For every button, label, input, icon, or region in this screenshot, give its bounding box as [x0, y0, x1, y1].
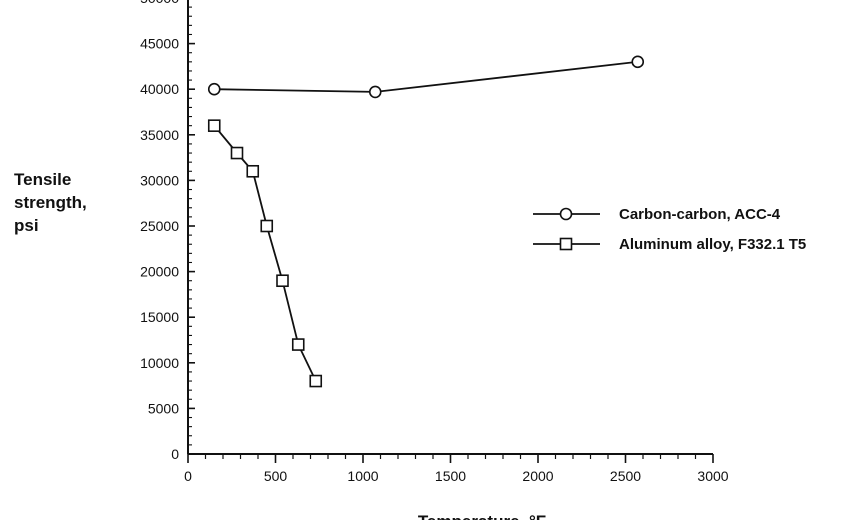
legend-label: Carbon-carbon, ACC-4 — [619, 206, 781, 223]
y-tick-label: 30000 — [140, 172, 179, 188]
data-point-square — [309, 374, 323, 388]
y-tick-label: 45000 — [140, 36, 179, 52]
y-tick-label: 35000 — [140, 127, 179, 143]
x-axis-label: Temperature, °F — [418, 512, 546, 520]
data-point-circle — [207, 82, 221, 96]
legend-label: Aluminum alloy, F332.1 T5 — [619, 236, 806, 253]
y-axis-label-line-1: Tensile — [14, 170, 71, 189]
legend: Carbon-carbon, ACC-4 Aluminum alloy, F332… — [533, 206, 806, 253]
y-tick-label: 20000 — [140, 264, 179, 280]
data-point-square — [291, 338, 305, 351]
x-tick-label: 3000 — [697, 468, 728, 484]
series-circle — [207, 55, 645, 99]
y-tick-label: 10000 — [140, 355, 179, 371]
x-tick-label: 1500 — [435, 468, 466, 484]
series-layer — [207, 55, 645, 388]
y-tick-label: 5000 — [148, 400, 179, 416]
data-point-square — [207, 119, 221, 132]
data-point-square — [246, 164, 260, 178]
legend-marker-square — [559, 237, 573, 251]
series-line — [214, 60, 638, 93]
x-tick-label: 2000 — [522, 468, 553, 484]
data-point-circle — [631, 55, 645, 69]
y-tick-label: 50000 — [140, 0, 179, 6]
data-point-square — [260, 219, 274, 233]
y-tick-label: 15000 — [140, 309, 179, 325]
legend-marker-circle — [559, 207, 573, 221]
x-tick-label: 1000 — [347, 468, 378, 484]
data-point-circle — [368, 85, 382, 99]
series-square — [207, 119, 323, 388]
data-point-square — [230, 146, 244, 160]
y-tick-label: 0 — [171, 446, 179, 462]
x-tick-label: 500 — [264, 468, 288, 484]
y-tick-label: 40000 — [140, 81, 179, 97]
y-axis-label-line-3: psi — [14, 216, 39, 235]
tick-marks: 0 500 1000 1500 2000 2500 30000500010000150002… — [140, 0, 729, 484]
x-tick-label: 2500 — [610, 468, 641, 484]
x-tick-label: 0 — [184, 468, 192, 484]
y-axis-label-line-2: strength, — [14, 193, 87, 212]
y-tick-label: 25000 — [140, 218, 179, 234]
data-point-square — [276, 274, 289, 288]
